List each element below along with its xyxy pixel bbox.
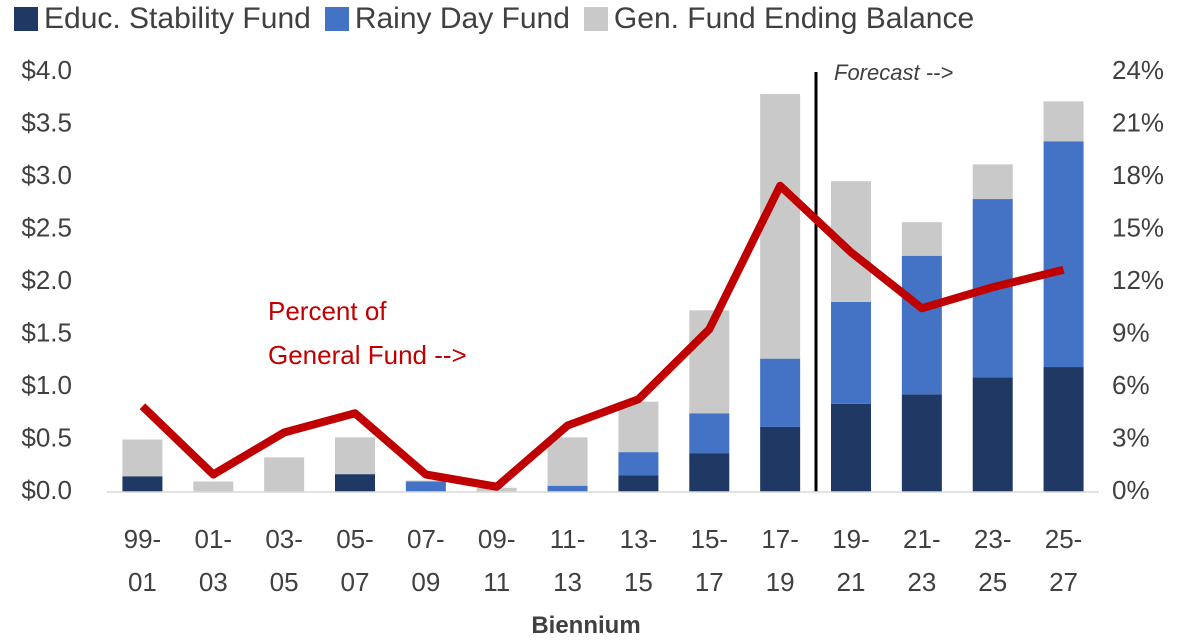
y2-tick-label: 21%: [1112, 107, 1164, 137]
y2-tick-label: 6%: [1112, 370, 1150, 400]
bar-segment: [831, 403, 871, 492]
bar-segment: [831, 301, 871, 404]
legend-label: Educ. Stability Fund: [44, 2, 311, 35]
y2-tick-label: 9%: [1112, 317, 1150, 347]
x-tick-label: 13-15: [619, 524, 658, 597]
bar-segment: [1043, 101, 1084, 142]
legend-label: Rainy Day Fund: [354, 2, 570, 35]
annotation: Forecast -->: [834, 60, 953, 85]
y-tick-label: $0.0: [21, 475, 72, 505]
bar-segment: [972, 164, 1013, 200]
annotation: Percent of: [268, 296, 387, 326]
y-tick-label: $3.0: [21, 160, 72, 190]
bar-segment: [901, 255, 942, 395]
bar-segment: [901, 222, 942, 256]
bar-segment: [547, 437, 588, 486]
bar-segment: [972, 377, 1013, 492]
bar-segment: [618, 475, 659, 492]
legend-item: Educ. Stability Fund: [14, 2, 311, 36]
bar-segment: [264, 457, 305, 492]
annotation: General Fund -->: [268, 340, 467, 370]
x-tick-label: 23-25: [973, 524, 1012, 597]
y-tick-label: $0.5: [21, 422, 72, 452]
x-tick-label: 21-23: [903, 524, 941, 597]
bar-segment: [193, 481, 234, 492]
x-tick-label: 15-17: [690, 524, 729, 597]
bar-segment: [901, 394, 942, 492]
x-tick-label: 17-19: [761, 524, 799, 597]
x-tick-label: 25-27: [1044, 524, 1083, 597]
x-axis-title: Biennium: [531, 612, 641, 639]
x-tick-label: 03-05: [265, 524, 303, 597]
legend: Educ. Stability Fund Rainy Day Fund Gen. F…: [14, 2, 988, 36]
x-tick-label: 07-09: [407, 524, 445, 597]
bar-segment: [547, 485, 588, 492]
y-tick-label: $3.5: [21, 107, 72, 137]
x-tick-label: 11-13: [549, 524, 586, 597]
bar-segment: [335, 474, 375, 492]
legend-label: Gen. Fund Ending Balance: [613, 2, 975, 35]
legend-swatch: [583, 7, 608, 31]
y-tick-label: $4.0: [21, 55, 72, 85]
bar-segment: [405, 480, 446, 482]
y2-tick-label: 15%: [1112, 212, 1164, 242]
y2-tick-label: 18%: [1112, 160, 1164, 190]
legend-swatch: [324, 7, 349, 31]
bar-segment: [405, 481, 446, 492]
y2-tick-label: 0%: [1112, 475, 1150, 505]
bar-segment: [618, 401, 659, 453]
bar-segment: [760, 358, 801, 427]
y2-tick-label: 12%: [1112, 265, 1164, 295]
y-tick-label: $1.5: [21, 317, 72, 347]
x-tick-label: 99-01: [123, 524, 162, 597]
bar-segment: [689, 453, 730, 492]
y2-tick-label: 3%: [1112, 422, 1150, 452]
bar-segment: [335, 437, 375, 475]
x-tick-label: 19-21: [832, 524, 870, 597]
x-tick-label: 05-07: [336, 524, 374, 597]
bar-segment: [689, 413, 730, 454]
x-tick-label: 09-11: [477, 524, 516, 597]
bar-segment: [1043, 141, 1084, 368]
bar-segment: [760, 94, 801, 359]
legend-item: Gen. Fund Ending Balance: [583, 2, 975, 36]
bar-segment: [122, 476, 163, 492]
y-tick-label: $2.5: [21, 212, 72, 242]
y-tick-label: $2.0: [21, 265, 72, 295]
x-tick-label: 01-03: [194, 524, 233, 597]
bar-segment: [760, 426, 801, 492]
bar-segment: [618, 452, 659, 476]
bar-segment: [122, 439, 163, 477]
bar-segment: [1043, 367, 1084, 492]
legend-item: Rainy Day Fund: [324, 2, 570, 36]
legend-swatch: [14, 7, 38, 31]
y-tick-label: $1.0: [21, 370, 72, 400]
percent-line: [139, 181, 1065, 491]
y2-tick-label: 24%: [1112, 55, 1164, 85]
